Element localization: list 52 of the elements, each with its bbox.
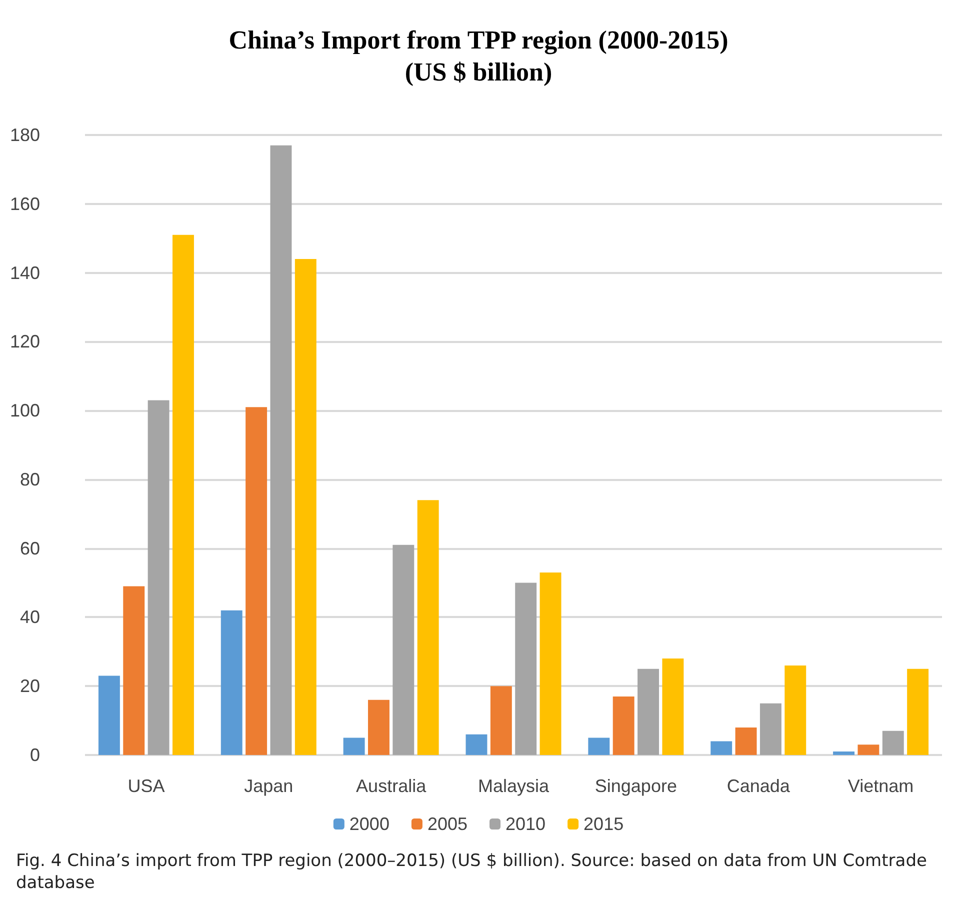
x-tick-label: Japan xyxy=(244,776,294,796)
bar xyxy=(490,686,512,755)
bar xyxy=(858,744,880,755)
caption: Fig. 4 China’s import from TPP region (2000–2015) (US $ billion). Source: based on data from UN Comtrade database xyxy=(16,850,928,894)
y-tick-label: 0 xyxy=(30,745,40,765)
bar xyxy=(515,582,537,755)
legend-label: 2010 xyxy=(506,814,546,834)
chart-subtitle: (US $ billion) xyxy=(404,58,552,86)
bar xyxy=(148,400,170,755)
chart-title: China’s Import from TPP region (2000-2015) xyxy=(228,26,728,54)
y-tick-label: 40 xyxy=(20,607,40,628)
y-tick-label: 140 xyxy=(10,262,40,283)
legend-label: 2005 xyxy=(427,814,468,834)
x-tick-label: Canada xyxy=(726,776,791,796)
bar xyxy=(220,610,242,755)
y-tick-label: 60 xyxy=(20,538,40,558)
bar xyxy=(172,234,194,755)
y-tick-label: 80 xyxy=(20,469,40,490)
y-tick-label: 100 xyxy=(10,400,40,421)
x-tick-label: Singapore xyxy=(594,776,677,796)
bar xyxy=(123,586,145,755)
bar xyxy=(392,544,414,755)
bar xyxy=(710,741,732,755)
bar xyxy=(612,696,634,755)
x-tick-label: Vietnam xyxy=(848,776,914,796)
bar xyxy=(882,730,904,755)
bar xyxy=(540,572,562,755)
bar xyxy=(638,668,659,755)
bar xyxy=(588,738,610,755)
x-tick-label: Australia xyxy=(356,776,428,796)
bar xyxy=(368,700,390,755)
bar xyxy=(466,734,488,755)
bar xyxy=(735,727,757,755)
bar xyxy=(270,145,292,755)
bar xyxy=(98,676,120,755)
bar xyxy=(907,668,929,755)
y-tick-label: 120 xyxy=(10,332,40,352)
bar xyxy=(246,407,268,755)
bar xyxy=(662,658,684,755)
x-tick-label: Malaysia xyxy=(478,776,550,796)
bar xyxy=(784,665,806,755)
y-tick-label: 180 xyxy=(10,125,40,145)
bar xyxy=(343,738,365,755)
x-tick-label: USA xyxy=(128,776,165,796)
bar xyxy=(760,703,782,755)
y-tick-label: 20 xyxy=(20,676,40,696)
y-tick-label: 160 xyxy=(10,194,40,214)
legend-label: 2000 xyxy=(349,814,390,834)
bar xyxy=(833,752,854,755)
legend-label: 2015 xyxy=(584,814,624,834)
bar xyxy=(417,500,439,755)
bar xyxy=(294,259,316,755)
